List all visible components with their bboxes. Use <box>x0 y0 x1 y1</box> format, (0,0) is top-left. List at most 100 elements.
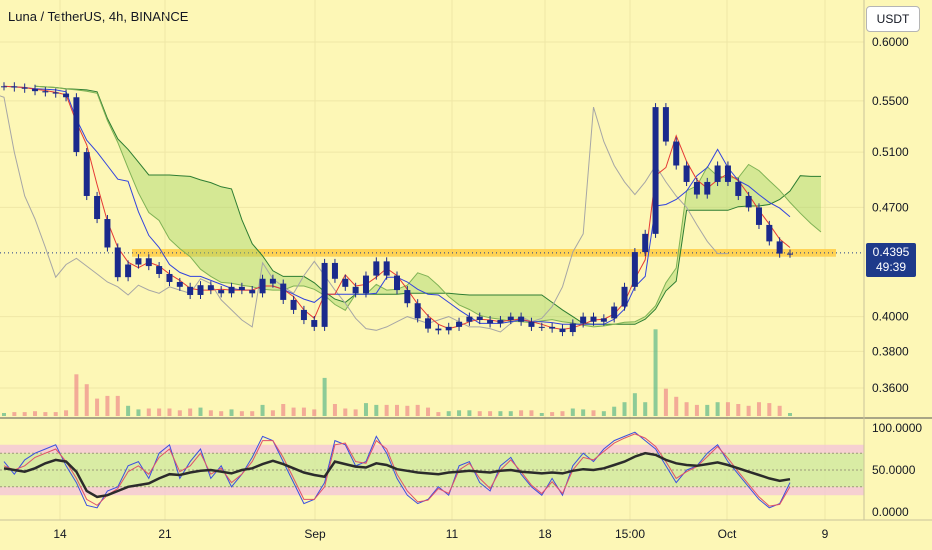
volume-bar <box>167 408 172 416</box>
volume-bar <box>322 377 327 416</box>
volume-bar <box>74 374 79 416</box>
candle-body <box>528 321 535 327</box>
oscillator-tick-label: 0.0000 <box>872 505 909 519</box>
volume-bar <box>488 411 493 416</box>
chart-title: Luna / TetherUS, 4h, BINANCE <box>8 9 189 24</box>
candle-body <box>755 207 762 225</box>
volume-bar <box>508 411 513 416</box>
volume-bar <box>725 402 730 416</box>
candle-body <box>228 286 235 294</box>
volume-bar <box>239 411 244 416</box>
candle-body <box>238 286 245 291</box>
candle-body <box>621 286 628 307</box>
candle-body <box>745 195 752 208</box>
candle-body <box>114 247 121 278</box>
candle-body <box>507 316 514 321</box>
price-tick-label: 0.5500 <box>872 94 909 108</box>
volume-bar <box>777 405 782 416</box>
support-band-layer <box>0 249 864 257</box>
volume-bar <box>250 411 255 416</box>
time-tick-label: 9 <box>822 527 829 541</box>
candle-body <box>73 97 80 153</box>
volume-bar <box>198 407 203 416</box>
candle-body <box>187 286 194 295</box>
candle-body <box>683 165 690 182</box>
stoch-k-line <box>3 431 791 509</box>
candle-body <box>42 91 49 93</box>
price-tick-label: 0.4700 <box>872 200 909 214</box>
volume-bar <box>477 411 482 416</box>
price-tick-label: 0.5100 <box>872 145 909 159</box>
volume-bar <box>663 388 668 416</box>
candle-body <box>600 318 607 322</box>
volume-bar <box>115 395 120 416</box>
oscillator-axis[interactable]: 100.0000 50.0000 0.0000 <box>872 421 922 519</box>
price-tick-label: 0.4000 <box>872 310 909 324</box>
candle-body <box>135 258 142 265</box>
volume-bar <box>188 408 193 416</box>
oscillator-band <box>0 444 864 454</box>
candle-body <box>787 253 793 255</box>
volume-bar <box>353 409 358 416</box>
price-axis[interactable]: 0.6000 0.5500 0.5100 0.4700 0.4000 0.3800 0.36… <box>872 35 909 395</box>
candle-body <box>218 290 225 294</box>
volume-bar <box>570 408 575 416</box>
oscillator-band <box>0 486 864 496</box>
volume-bar <box>622 402 627 416</box>
volume-bar <box>746 405 751 416</box>
candle-body <box>207 285 214 291</box>
candle-body <box>662 107 669 142</box>
volume-bar <box>653 329 658 416</box>
candle-body <box>518 316 525 322</box>
candle-body <box>569 323 576 333</box>
volume-bar <box>260 404 265 416</box>
volume-bar <box>550 412 555 416</box>
candle-body <box>766 224 773 242</box>
currency-button[interactable]: USDT <box>866 6 920 32</box>
time-tick-label: Oct <box>718 527 737 541</box>
candle-body <box>693 181 700 195</box>
candle-body <box>331 262 338 279</box>
volume-bar <box>22 412 27 416</box>
candle-body <box>63 93 70 98</box>
oscillator-lines <box>3 431 791 509</box>
volume-bar <box>53 412 58 416</box>
volume-bar <box>219 411 224 416</box>
volume-bar <box>498 411 503 416</box>
last-price-value: 0.4395 <box>872 245 910 259</box>
candle-body <box>32 88 39 92</box>
candle-body <box>538 326 545 328</box>
volume-bar <box>343 408 348 416</box>
volume-bar <box>281 404 286 416</box>
candle-body <box>311 320 318 327</box>
span-b-line <box>34 85 821 325</box>
candle-body <box>104 219 111 248</box>
volume-bar <box>415 404 420 416</box>
volume-bar <box>426 407 431 416</box>
volume-bar <box>270 410 275 416</box>
volume-bar <box>136 409 141 416</box>
time-axis[interactable]: 14 21 Sep 11 18 15:00 Oct 9 <box>53 527 828 541</box>
volume-bar <box>395 404 399 416</box>
volume-bar <box>632 393 637 416</box>
candle-body <box>735 181 742 196</box>
candle-body <box>156 266 163 274</box>
candle-body <box>559 328 566 333</box>
ichimoku-cloud <box>35 86 821 327</box>
candle-body <box>487 320 494 324</box>
stoch-d-line <box>3 433 791 507</box>
volume-bar <box>788 413 792 416</box>
time-tick-label: 11 <box>446 527 459 541</box>
candle-body <box>631 252 638 287</box>
candle-body <box>11 86 18 88</box>
candle-body <box>259 278 266 294</box>
candle-body <box>94 195 101 220</box>
candle-body <box>425 318 432 329</box>
volume-bar <box>591 410 596 416</box>
oscillator-tick-label: 100.0000 <box>872 421 922 435</box>
price-tick-label: 0.3800 <box>872 344 909 358</box>
candle-body <box>580 316 587 324</box>
volume-bar <box>694 404 699 416</box>
volume-bar <box>446 411 451 416</box>
